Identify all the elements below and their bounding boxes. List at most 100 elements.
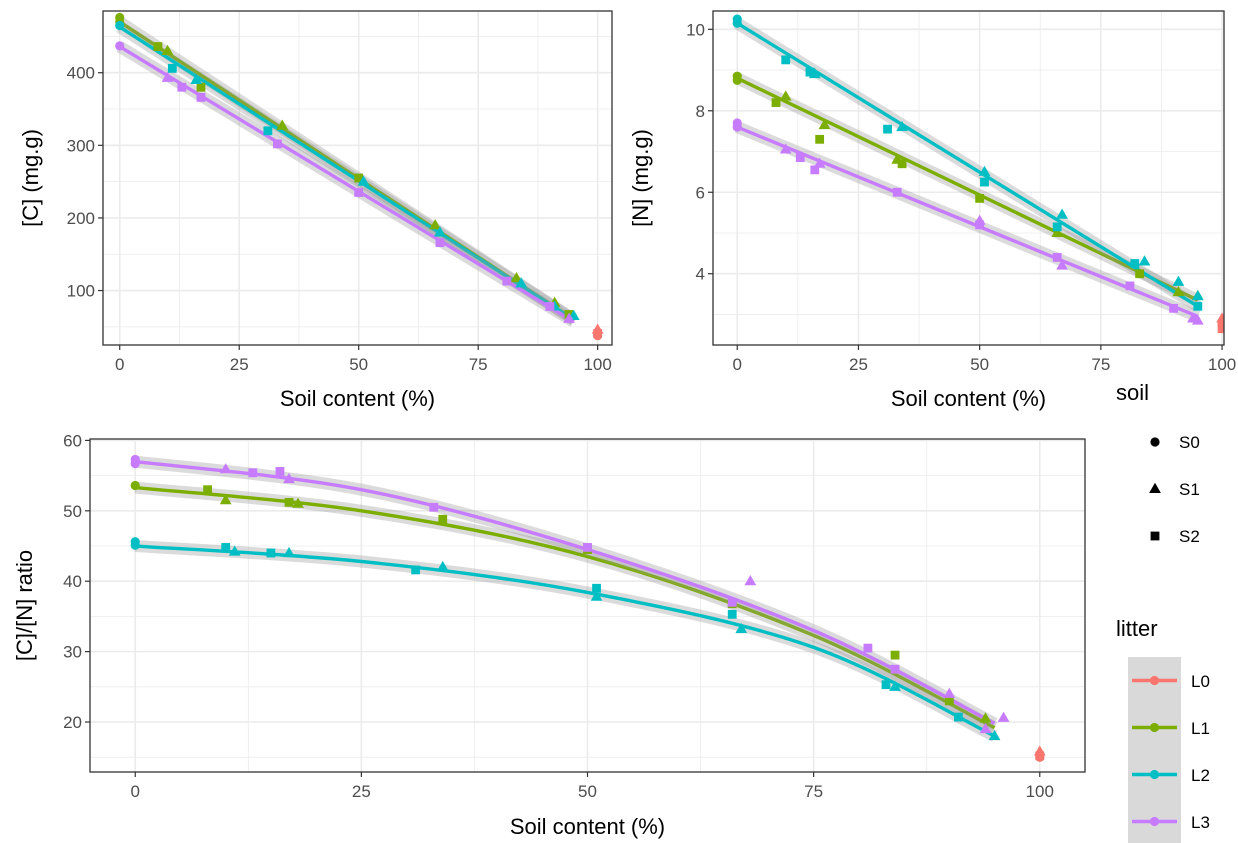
data-point-L3-2 [732,122,742,132]
legend: soil S0 S1 S2 litter L0 L1 L2 L3 [1116,380,1210,843]
data-point-L1-2 [732,75,742,85]
data-point-L1-3 [161,44,174,55]
y-tick-label: 30 [63,643,82,662]
data-point-L1-8 [897,159,907,169]
data-point-L3-8 [583,543,592,552]
data-point-L3-15 [997,711,1010,722]
x-tick-label: 25 [352,782,371,801]
data-point-L2-16 [988,729,1001,741]
data-point-L2-8 [411,565,421,575]
data-point-L3-10 [563,312,575,323]
data-point-L1-9 [510,272,523,283]
legend-title-litter: litter [1116,616,1158,641]
data-point-L3-6 [275,466,285,476]
data-point-L3-9 [975,220,985,230]
data-point-L1-9 [975,193,985,203]
data-point-L1-11 [979,712,992,723]
legend-key-S0 [1150,437,1160,447]
data-point-L1-5 [818,118,831,130]
x-tick-label: 0 [733,355,742,374]
data-point-L0-3 [1217,324,1224,334]
y-tick-label: 40 [63,572,82,591]
data-point-L3-3 [219,463,232,474]
fit-line-L1 [135,485,996,730]
data-point-L1-1 [130,480,140,491]
plot-area [103,11,612,345]
y-tick-label: 60 [63,431,82,450]
data-point-L2-10 [592,583,601,593]
data-point-L2-16 [1193,301,1203,311]
y-axis-title: [C] (mg.g) [18,129,43,227]
data-point-L2-3 [781,55,791,65]
data-point-L2-6 [434,226,446,237]
data-point-L1-3 [203,485,212,495]
legend-key-point-L1 [1149,722,1160,733]
data-point-L3-4 [795,153,805,163]
data-point-L3-9 [727,597,737,607]
data-point-L2-12 [727,609,737,619]
x-tick-label: 25 [849,355,868,374]
data-point-L2-9 [590,590,603,601]
y-tick-label: 6 [696,183,705,202]
data-point-L2-15 [953,712,963,722]
chart-panel-3: 0 25 50 75 100 20 30 40 50 60 Soil content (%) [C]/… [12,431,1086,839]
data-point-L2-2 [167,63,177,73]
fit-line-L3 [118,45,575,324]
data-point-L1-8 [429,218,442,230]
data-point-L1-12 [1172,285,1185,297]
y-tick-label: 20 [63,713,82,732]
data-point-L1-7 [354,173,364,183]
data-point-L2-6 [896,120,908,132]
data-point-L3-12 [890,664,900,674]
data-point-L3-5 [813,157,826,168]
data-point-L3-6 [810,165,820,175]
data-point-L2-10 [1056,208,1068,219]
panel-border [712,10,1225,346]
data-point-L2-13 [1130,259,1140,268]
chart-panel-1: 0 25 50 75 100 100 200 300 400 Soil content (%) [C… [18,10,613,411]
chart-panel-2: 0 25 50 75 100 4 6 8 10 Soil content (%) [N] (mg.g… [628,10,1236,411]
data-point-L1-10 [1051,226,1064,238]
data-point-L2-2 [130,540,140,550]
y-tick-label: 200 [67,209,95,228]
x-tick-label: 50 [970,355,989,374]
data-point-L2-3 [190,73,203,85]
data-point-L1-5 [284,497,294,507]
x-tick-label: 75 [1091,355,1110,374]
y-tick-label: 4 [696,265,705,284]
x-tick-label: 0 [115,355,124,374]
data-point-L3-14 [979,722,992,734]
data-point-L1-3 [779,90,792,101]
y-tick-label: 50 [63,502,82,521]
data-point-L2-7 [436,560,449,572]
data-point-L3-3 [779,143,792,154]
data-point-L0-3 [593,328,603,338]
data-point-L2-5 [283,546,295,558]
data-point-L3-11 [1056,259,1068,270]
data-point-L0-3 [1035,751,1045,761]
data-point-L3-7 [435,238,445,248]
legend-key-point-L3 [1149,816,1160,827]
plot-area [713,11,1224,345]
plot-area [90,439,1085,772]
fit-line-L2 [135,544,996,738]
legend-label-S2: S2 [1179,527,1200,546]
legend-label-L0: L0 [1191,672,1210,691]
data-point-L1-6 [815,134,825,144]
legend-key-point-L2 [1149,769,1160,780]
data-point-L3-4 [248,468,258,478]
data-point-L1-9 [890,650,900,660]
data-point-L3-5 [273,139,282,149]
x-axis-title: Soil content (%) [891,386,1046,411]
x-tick-label: 100 [1026,782,1054,801]
data-point-L2-2 [732,18,742,28]
data-point-L2-7 [515,277,528,288]
x-tick-label: 50 [578,782,597,801]
x-tick-label: 50 [349,355,368,374]
data-point-L2-3 [228,545,241,556]
data-point-L3-1 [115,41,125,51]
data-point-L3-2 [161,71,174,82]
data-point-L3-9 [545,302,555,311]
data-point-L0-2 [1216,312,1224,323]
